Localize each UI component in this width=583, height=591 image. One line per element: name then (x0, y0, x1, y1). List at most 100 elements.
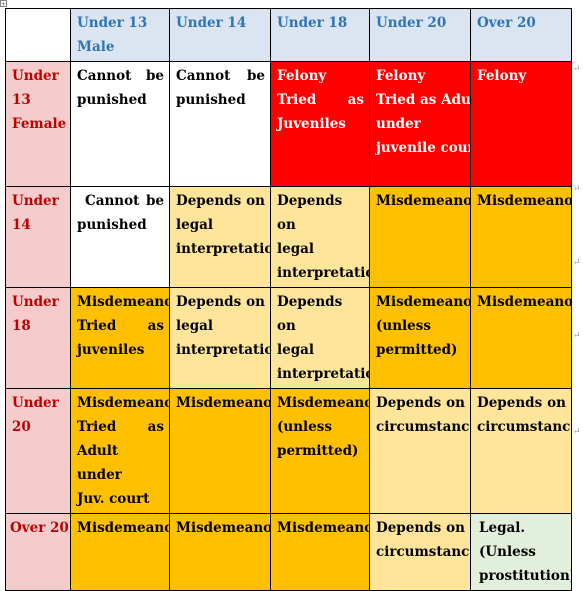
cell-text: legal (176, 217, 214, 233)
table-cell: Felony (470, 61, 572, 187)
cell-text: Tried as (277, 92, 364, 108)
cell-text: Adult under (77, 443, 122, 483)
row-header-under-18: Under 18 (5, 287, 71, 389)
table-cell: Felony Tried as Juveniles (270, 61, 370, 187)
row-header-under-13-female: Under 13 Female (5, 61, 71, 187)
cell-text: legal (277, 342, 315, 358)
table-header-row: Under 13 Male Under 14 Under 18 Under 20… (5, 8, 572, 62)
header-text: Under 20 (376, 15, 447, 31)
table-cell: Misdemeanor (169, 513, 271, 591)
table-cell: Depends on legal interpretation (169, 186, 271, 288)
table-cell: Misdemeanor (270, 513, 370, 591)
table-cell: Misdemeanor Tried as juveniles (70, 287, 170, 389)
table-row: Under 14 Cannot be punished Depends on l… (5, 186, 572, 288)
cell-text: legal (277, 241, 315, 257)
table-cell: Depends on legal interpretation (169, 287, 271, 389)
cell-text: punished (77, 92, 147, 108)
row-header-text: Under (12, 395, 59, 411)
table-cell: Misdemeanor (169, 388, 271, 514)
row-header-text: Under (12, 294, 59, 310)
header-text: Under 14 (176, 15, 247, 31)
table-row: Over 20 Misdemeanor Misdemeanor Misdemea… (5, 513, 572, 591)
table-cell: Cannot be punished (70, 61, 170, 187)
cell-text (477, 88, 566, 112)
cell-text: Depends on (176, 294, 265, 310)
header-cell-under-13-male: Under 13 Male (70, 8, 170, 62)
cell-text: Tried as (77, 419, 164, 435)
cell-text: Misdemeanor (176, 395, 271, 411)
row-header-text: Over 20 (10, 520, 69, 536)
cell-text: permitted) (376, 342, 458, 358)
row-header-text: Under (12, 68, 59, 84)
row-header-text: 18 (12, 318, 31, 334)
cell-text: Tried as Adult (376, 92, 471, 108)
cell-text: Juveniles (277, 116, 346, 132)
cell-text: Depends on (477, 395, 566, 411)
cell-text: (Unless (479, 544, 536, 560)
cell-text: Cannot be (85, 193, 164, 209)
header-text: Over 20 (477, 15, 536, 31)
row-header-text: Female (12, 116, 67, 132)
end-of-row-mark-icon: ↵ (573, 64, 581, 74)
cell-text: Misdemeanor (77, 520, 169, 536)
table-cell: Misdemeanor (unless permitted) (270, 388, 370, 514)
cell-text: Tried as (77, 318, 164, 334)
cell-text: (unless (277, 419, 332, 435)
cell-text: punished (176, 92, 246, 108)
row-header-over-20: Over 20 (5, 513, 71, 591)
cell-text: interpretation (277, 366, 369, 382)
cell-text: Depends on (376, 395, 465, 411)
cell-text: punished (77, 217, 147, 233)
cell-text: Felony (277, 68, 327, 84)
end-of-row-mark-icon: ↵ (573, 427, 581, 437)
end-of-row-mark-icon: ↵ (573, 258, 581, 268)
cell-text: Legal. (479, 520, 526, 536)
table-cell: Felony Tried as Adult under juvenile cou… (369, 61, 471, 187)
header-cell-under-18: Under 18 (270, 8, 370, 62)
cell-text: Misdemeanor (277, 520, 369, 536)
cell-text: Juv. court (77, 491, 150, 507)
cell-text: permitted) (277, 443, 359, 459)
table-cell: Depends on circumstances (369, 513, 471, 591)
header-text: Under 13 (77, 15, 148, 31)
header-cell-under-20: Under 20 (369, 8, 471, 62)
table-cell: Depends on circumstances (470, 388, 572, 514)
cell-text: prostitution) (479, 568, 572, 584)
table-cell: Misdemeanor (369, 186, 471, 288)
age-law-table: Under 13 Male Under 14 Under 18 Under 20… (5, 8, 572, 591)
cell-text: juvenile court (376, 140, 471, 156)
cell-text: legal (176, 318, 214, 334)
row-header-under-20: Under 20 (5, 388, 71, 514)
cell-text: Depends on (176, 193, 265, 209)
header-cell-over-20: Over 20 (470, 8, 572, 62)
table-move-handle-icon[interactable]: + (0, 0, 7, 8)
row-header-text: 14 (12, 217, 31, 233)
cell-text (376, 160, 465, 184)
header-text: Male (77, 39, 115, 55)
table-cell: Misdemeanor (470, 287, 572, 389)
cell-text: Misdemeanor (77, 395, 169, 411)
end-of-row-mark-icon: ↵ (573, 331, 581, 341)
end-of-row-mark-icon: ↵ (573, 184, 581, 194)
row-header-text: 20 (12, 419, 31, 435)
cell-text: under (376, 116, 421, 132)
table-row: Under 13 Female Cannot be punished Canno… (5, 61, 572, 187)
cell-text: Misdemeanor (77, 294, 169, 310)
header-cell-under-14: Under 14 (169, 8, 271, 62)
cell-text: (unless (376, 318, 431, 334)
table-cell: Legal. (Unless prostitution) (470, 513, 572, 591)
table-cell: Depends on legal interpretation (270, 186, 370, 288)
table-cell: Depends on circumstances (369, 388, 471, 514)
cell-text: circumstances (376, 419, 470, 435)
table-row: Under 20 Misdemeanor Tried as Adult unde… (5, 388, 572, 514)
row-header-text: Under (12, 193, 59, 209)
table-cell: Misdemeanor (470, 186, 572, 288)
cell-text: Misdemeanor (477, 193, 572, 209)
cell-text: Cannot be (176, 68, 265, 84)
row-header-under-14: Under 14 (5, 186, 71, 288)
table-cell: Depends on legal interpretation (270, 287, 370, 389)
cell-text: circumstances (477, 419, 571, 435)
cell-text: juveniles (77, 342, 145, 358)
table-cell: Misdemeanor (70, 513, 170, 591)
cell-text: Misdemeanor (376, 294, 471, 310)
